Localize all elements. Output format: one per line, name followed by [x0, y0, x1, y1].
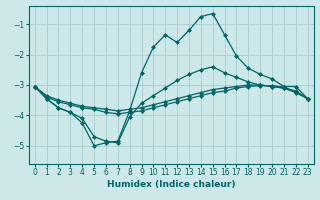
X-axis label: Humidex (Indice chaleur): Humidex (Indice chaleur) [107, 180, 236, 189]
